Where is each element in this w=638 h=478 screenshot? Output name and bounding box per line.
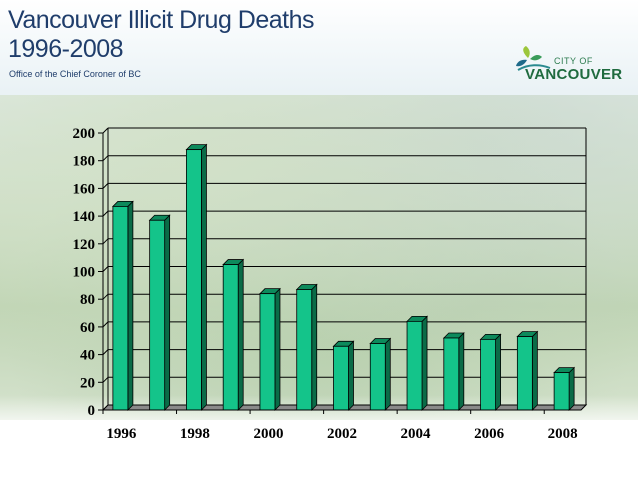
y-tick-label: 200 [73,126,96,142]
bar [406,315,429,411]
bar-side [311,283,318,411]
gridline-side [102,321,109,328]
y-tick-label: 100 [73,265,96,281]
title-line-1: Vancouver Illicit Drug Deaths [8,6,315,34]
bar [479,333,502,411]
y-tick-label: 40 [80,348,95,364]
x-tick-label: 2000 [253,426,283,442]
bar [222,258,245,411]
slide-title: Vancouver Illicit Drug Deaths 1996-2008 [8,6,315,64]
bar-front [553,372,570,411]
bar-side [531,330,538,411]
x-tick-label: 2002 [327,426,357,442]
title-line-2: 1996-2008 [8,35,124,63]
logo-vancouver: VANCOUVER [525,66,623,83]
gridline-side [102,266,109,272]
bar-side [127,200,134,411]
gridline-side [102,127,109,134]
y-tick-label: 20 [80,375,95,391]
bar-side [274,287,281,411]
bar-front [222,264,239,411]
bar-front [149,219,166,411]
bar [295,283,318,411]
y-tick-label: 0 [88,403,96,419]
bar [442,332,465,411]
y-tick-label: 160 [73,181,96,197]
y-tick-label: 80 [80,292,95,308]
bar-front [406,320,423,411]
bar-side [201,143,207,411]
bar-side [237,258,244,411]
gridline-side [102,376,109,383]
bar [148,214,171,411]
x-tick-label: 1998 [180,426,210,442]
slide-subtitle: Office of the Chief Coroner of BC [9,69,141,79]
gridline-side [102,349,109,355]
bar [516,330,539,411]
bar-front [296,289,313,411]
bar [185,143,208,411]
bar-side [348,340,354,411]
leaf-logo-icon [516,46,551,71]
y-tick-label: 140 [73,209,96,225]
bar [258,287,281,411]
bar-side [495,333,501,411]
bar [111,200,134,411]
bar-front [480,338,496,411]
gridline-side [102,293,109,300]
bar-side [421,315,428,411]
bar-side [384,337,391,411]
x-tick-label: 2004 [401,426,432,442]
y-tick-label: 180 [73,154,96,170]
bar-front [259,293,276,411]
y-axis-ticks: 0 20 40 60 80 100 120 140 160 180 200 [73,126,103,419]
bar-front [369,343,386,411]
bar-front [333,345,349,411]
bar-front [443,337,460,411]
bar-side [164,214,171,411]
y-tick-label: 60 [80,320,95,336]
bar-front [112,206,129,411]
bar [332,340,355,411]
bar-front [186,149,202,411]
gridline-side [102,238,109,245]
bar-side [458,332,465,411]
bar [369,337,392,411]
x-tick-label: 2008 [548,426,578,442]
gridline-side [102,210,109,217]
gridline-side [102,183,109,189]
x-axis-ticks: 1996 1998 2000 2002 2004 2006 2008 [102,410,578,442]
logo-city-of: CITY OF [554,56,593,66]
x-tick-label: 2006 [474,426,505,442]
bar [553,366,576,411]
x-tick-label: 1996 [106,426,137,442]
city-of-vancouver-logo: CITY OF VANCOUVER [508,44,633,90]
gridline-side [102,155,109,162]
bar-front [516,336,533,411]
y-tick-label: 120 [73,237,96,253]
chart-bars [111,143,576,411]
bar-side [568,366,575,411]
